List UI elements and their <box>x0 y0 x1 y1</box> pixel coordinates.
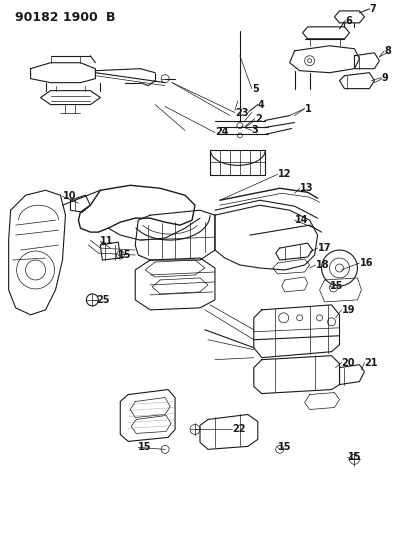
Text: 15: 15 <box>138 442 152 453</box>
Text: B: B <box>106 11 116 24</box>
Text: 12: 12 <box>278 169 291 179</box>
Text: 2: 2 <box>255 114 262 124</box>
Text: 22: 22 <box>232 424 245 434</box>
Text: 15: 15 <box>330 281 343 291</box>
Text: 13: 13 <box>300 183 313 193</box>
Text: 9: 9 <box>381 72 388 83</box>
Text: 8: 8 <box>384 46 391 56</box>
Text: 23: 23 <box>235 108 248 118</box>
Text: 14: 14 <box>295 215 308 225</box>
Text: 15: 15 <box>348 453 361 462</box>
Text: 10: 10 <box>63 191 76 201</box>
Text: 4: 4 <box>258 100 265 110</box>
Text: 1: 1 <box>304 103 311 114</box>
Text: 18: 18 <box>316 260 329 270</box>
Text: 19: 19 <box>342 305 355 315</box>
Text: 17: 17 <box>318 243 331 253</box>
Text: 11: 11 <box>100 236 114 246</box>
Text: 16: 16 <box>359 258 373 268</box>
Text: 6: 6 <box>346 16 352 26</box>
Text: 24: 24 <box>215 127 229 138</box>
Text: 7: 7 <box>369 4 376 14</box>
Text: 90182 1900: 90182 1900 <box>15 11 97 24</box>
Text: 21: 21 <box>364 358 378 368</box>
Text: 3: 3 <box>252 125 259 135</box>
Text: 25: 25 <box>97 295 110 305</box>
Text: 20: 20 <box>342 358 355 368</box>
Text: 15: 15 <box>278 442 291 453</box>
Text: 15: 15 <box>118 250 132 260</box>
Text: 5: 5 <box>252 84 259 94</box>
